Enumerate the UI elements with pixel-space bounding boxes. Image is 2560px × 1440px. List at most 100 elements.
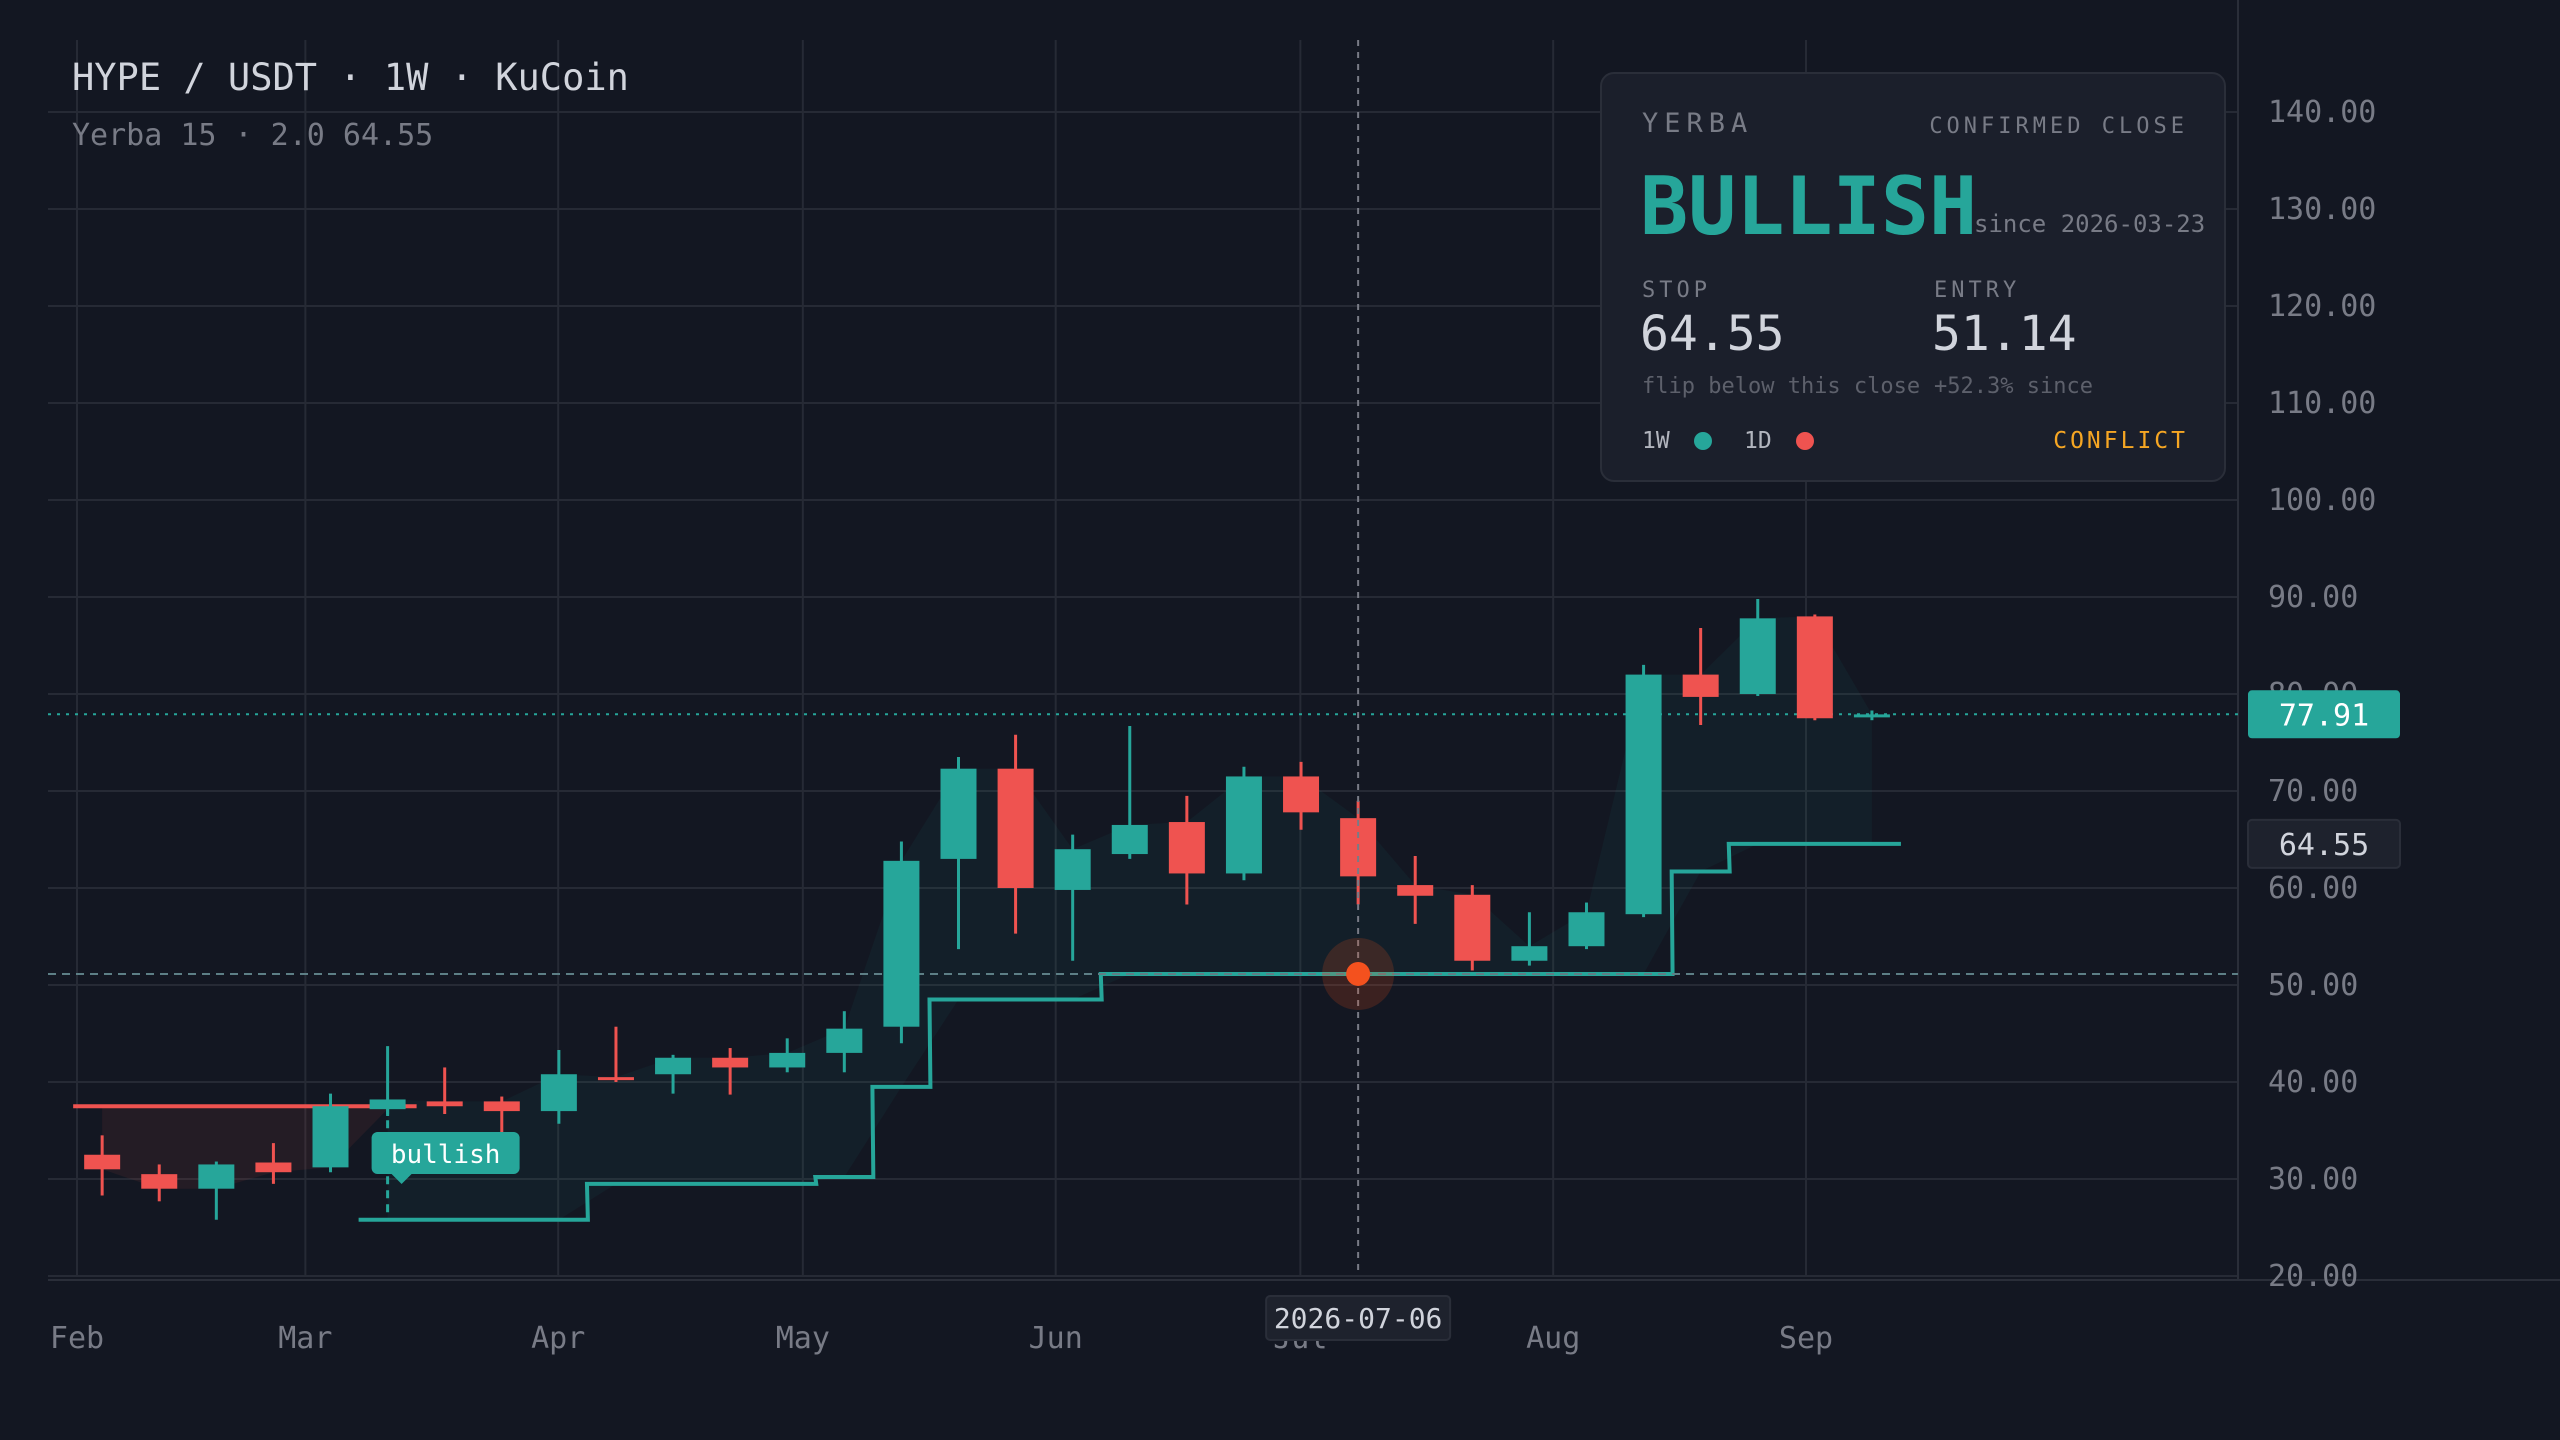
candle-body	[540, 1074, 577, 1112]
candle	[369, 1046, 406, 1116]
y-tick-label: 50.00	[2268, 968, 2358, 1003]
candle-body	[1225, 776, 1262, 874]
signal-panel: YERBA CONFIRMED CLOSE BULLISH since 2026…	[1600, 72, 2226, 482]
candle	[1054, 834, 1091, 961]
candle-body	[255, 1162, 292, 1173]
y-tick-label: 40.00	[2268, 1065, 2358, 1100]
panel-status: CONFIRMED CLOSE	[1929, 114, 2188, 139]
y-tick-label: 120.00	[2268, 289, 2376, 324]
candle	[1625, 664, 1662, 918]
candle	[84, 1135, 121, 1196]
candle-body	[655, 1057, 692, 1075]
trend-fill	[102, 616, 1872, 1220]
stop-price-tag-bg	[2247, 818, 2401, 869]
candle	[255, 1143, 292, 1184]
stop-label: STOP	[1642, 278, 1711, 303]
candle-body	[940, 768, 977, 859]
candle	[1853, 710, 1890, 721]
candle	[597, 1026, 634, 1082]
stop-lines	[48, 713, 2238, 1222]
candle-body	[1111, 824, 1148, 855]
y-tick-label: 60.00	[2268, 871, 2358, 906]
candle-body	[826, 1028, 863, 1053]
candle	[483, 1096, 520, 1136]
panel-brand: YERBA	[1642, 108, 1754, 139]
flip-label: bullish	[391, 1140, 501, 1170]
candle	[1511, 912, 1548, 966]
last-price-tag-bg	[2248, 690, 2400, 739]
indicator-subtitle: Yerba 15 · 2.0 64.55	[72, 118, 434, 153]
flip-label-pointer	[391, 1174, 412, 1184]
candle-body	[369, 1099, 406, 1110]
candle-body	[1625, 674, 1662, 915]
timeframe-1w-dot-icon	[1694, 432, 1712, 450]
candle-body	[997, 768, 1034, 888]
candle	[1111, 726, 1148, 859]
chart-grid	[48, 0, 2560, 1281]
candle	[769, 1038, 806, 1073]
candle	[712, 1048, 749, 1095]
timeframe-1d[interactable]: 1D	[1744, 428, 1772, 454]
candle-body	[1739, 618, 1776, 694]
stop-note: flip below this close	[1642, 374, 1921, 399]
candle-body	[1454, 894, 1491, 961]
stop-price-tag: 64.55	[2279, 828, 2369, 863]
candle-body	[483, 1101, 520, 1112]
candle-body	[1168, 822, 1205, 874]
candle-body	[883, 860, 920, 1027]
entry-label: ENTRY	[1934, 278, 2021, 303]
x-tick-label: Aug	[1526, 1321, 1580, 1356]
last-price-tag: 77.91	[2279, 698, 2369, 733]
x-tick-label: Apr	[531, 1321, 585, 1356]
y-tick-label: 30.00	[2268, 1162, 2358, 1197]
candle-body	[1682, 674, 1719, 697]
y-tick-label: 70.00	[2268, 774, 2358, 809]
candle-body	[769, 1052, 806, 1068]
candle	[655, 1054, 692, 1094]
candle-body	[198, 1164, 235, 1189]
crosshair-date-label: 2026-07-06	[1274, 1302, 1443, 1335]
candle-body	[1283, 776, 1320, 813]
candle-body	[597, 1077, 634, 1081]
y-tick-label: 140.00	[2268, 95, 2376, 130]
candle-body	[712, 1057, 749, 1068]
y-tick-label: 90.00	[2268, 580, 2358, 615]
candle-body	[141, 1174, 178, 1189]
x-tick-label: Sep	[1779, 1321, 1833, 1356]
y-tick-label: 20.00	[2268, 1259, 2358, 1294]
candle	[1168, 795, 1205, 905]
candle	[883, 841, 920, 1044]
candle	[997, 734, 1034, 934]
candle	[141, 1164, 178, 1202]
candle	[1283, 761, 1320, 830]
chart-overlays: bullish	[371, 40, 1395, 1276]
candle	[198, 1161, 235, 1220]
entry-note: +52.3% since	[1934, 374, 2093, 399]
x-tick-label: Jun	[1029, 1321, 1083, 1356]
candle	[826, 1011, 863, 1073]
candle-body	[1853, 714, 1890, 718]
timeframe-1w[interactable]: 1W	[1642, 428, 1670, 454]
candle-body	[426, 1101, 463, 1107]
candle-body	[1511, 946, 1548, 961]
candle-body	[1568, 912, 1605, 947]
conflict-badge: CONFLICT	[2053, 428, 2188, 454]
candle	[1682, 628, 1719, 726]
candle-body	[1054, 849, 1091, 890]
candle-body	[312, 1106, 349, 1168]
timeframe-1d-dot-icon	[1796, 432, 1814, 450]
candle	[1225, 766, 1262, 881]
candle	[940, 757, 977, 950]
candle	[1796, 614, 1833, 721]
candle-body	[84, 1154, 121, 1170]
candle	[426, 1067, 463, 1115]
panel-state: BULLISH	[1640, 160, 1978, 253]
x-tick-label: May	[776, 1321, 830, 1356]
y-tick-label: 100.00	[2268, 483, 2376, 518]
x-tick-label: Feb	[50, 1321, 104, 1356]
candle-body	[1796, 616, 1833, 719]
entry-marker-dot	[1346, 961, 1371, 986]
x-tick-label: Mar	[278, 1321, 332, 1356]
chart-title: HYPE / USDT · 1W · KuCoin	[72, 56, 629, 99]
